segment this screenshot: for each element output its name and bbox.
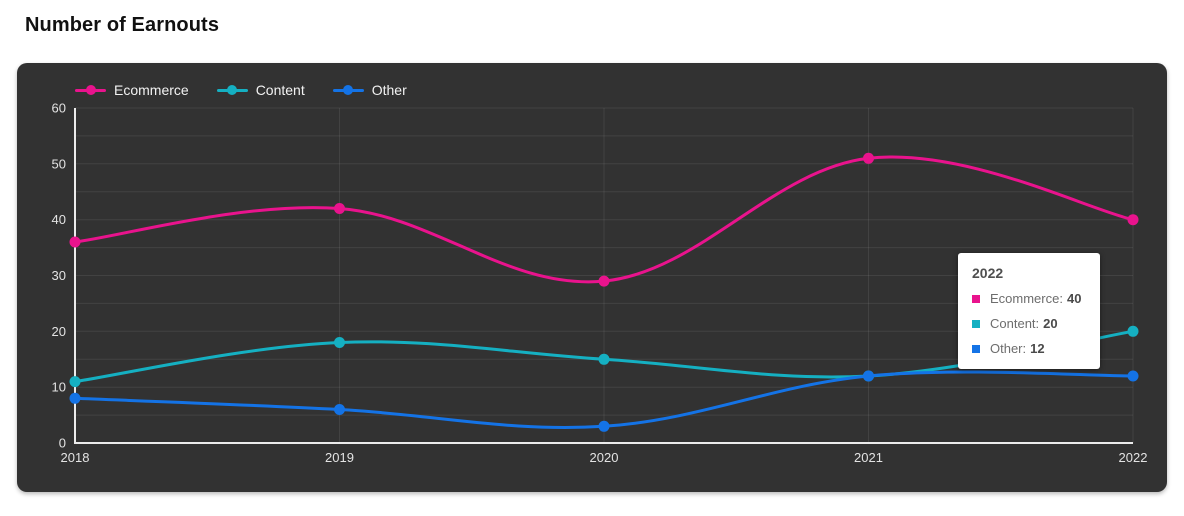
legend-marker-icon: [216, 85, 248, 95]
y-tick-label: 40: [52, 212, 66, 227]
data-point-content[interactable]: [334, 337, 345, 348]
chart-tooltip: 2022 Ecommerce: 40 Content: 20 Other: 12: [958, 253, 1100, 369]
chart-panel: Ecommerce Content Other 0 10 20 30 40 50 60 2018 2…: [17, 63, 1167, 492]
tooltip-swatch-icon: [972, 294, 980, 303]
x-tick-label: 2021: [854, 450, 883, 465]
data-point-other[interactable]: [863, 370, 874, 382]
tooltip-label: Ecommerce:: [990, 291, 1063, 306]
tooltip-value: 40: [1066, 291, 1082, 306]
data-point-ecommerce[interactable]: [863, 152, 874, 164]
legend-label: Ecommerce: [114, 82, 189, 98]
legend-marker-icon: [332, 85, 364, 95]
x-tick-label: 2018: [61, 450, 90, 465]
legend-item-ecommerce[interactable]: Ecommerce: [75, 82, 189, 98]
chart-legend: Ecommerce Content Other: [75, 82, 407, 98]
y-tick-label: 10: [52, 380, 66, 395]
tooltip-value: 12: [1030, 341, 1045, 356]
legend-item-other[interactable]: Other: [332, 82, 407, 98]
data-point-ecommerce[interactable]: [69, 236, 81, 248]
data-point-content[interactable]: [69, 376, 81, 388]
tooltip-title: 2022: [972, 265, 1004, 281]
x-tick-label: 2022: [1119, 450, 1148, 465]
legend-marker-icon: [75, 85, 106, 95]
legend-item-content[interactable]: Content: [216, 82, 305, 98]
data-point-other[interactable]: [598, 420, 610, 432]
tooltip-row: Ecommerce: 40: [972, 291, 1086, 306]
data-point-ecommerce[interactable]: [598, 275, 610, 287]
page-title: Number of Earnouts: [25, 14, 220, 36]
data-point-other[interactable]: [1127, 370, 1139, 382]
data-point-content[interactable]: [1127, 325, 1139, 337]
x-tick-label: 2019: [325, 450, 354, 465]
tooltip-row: Other: 12: [972, 341, 1086, 356]
tooltip-label: Other:: [990, 341, 1027, 356]
y-tick-label: 30: [52, 268, 66, 283]
y-tick-label: 60: [52, 101, 66, 116]
y-tick-label: 0: [59, 436, 66, 451]
tooltip-value: 20: [1043, 316, 1058, 331]
tooltip-rows: Ecommerce: 40 Content: 20 Other: 12: [972, 291, 1086, 356]
tooltip-row: Content: 20: [972, 316, 1086, 331]
data-point-ecommerce[interactable]: [1127, 214, 1139, 226]
y-tick-label: 50: [52, 156, 66, 171]
legend-label: Other: [371, 82, 407, 98]
tooltip-label: Content:: [990, 316, 1040, 331]
y-tick-label: 20: [52, 324, 66, 339]
x-tick-label: 2020: [590, 450, 619, 465]
data-point-content[interactable]: [598, 353, 610, 365]
data-point-ecommerce[interactable]: [334, 203, 345, 214]
tooltip-swatch-icon: [972, 344, 980, 353]
data-point-other[interactable]: [334, 404, 345, 415]
legend-label: Content: [255, 82, 305, 98]
tooltip-swatch-icon: [972, 319, 980, 328]
data-point-other[interactable]: [69, 392, 81, 404]
